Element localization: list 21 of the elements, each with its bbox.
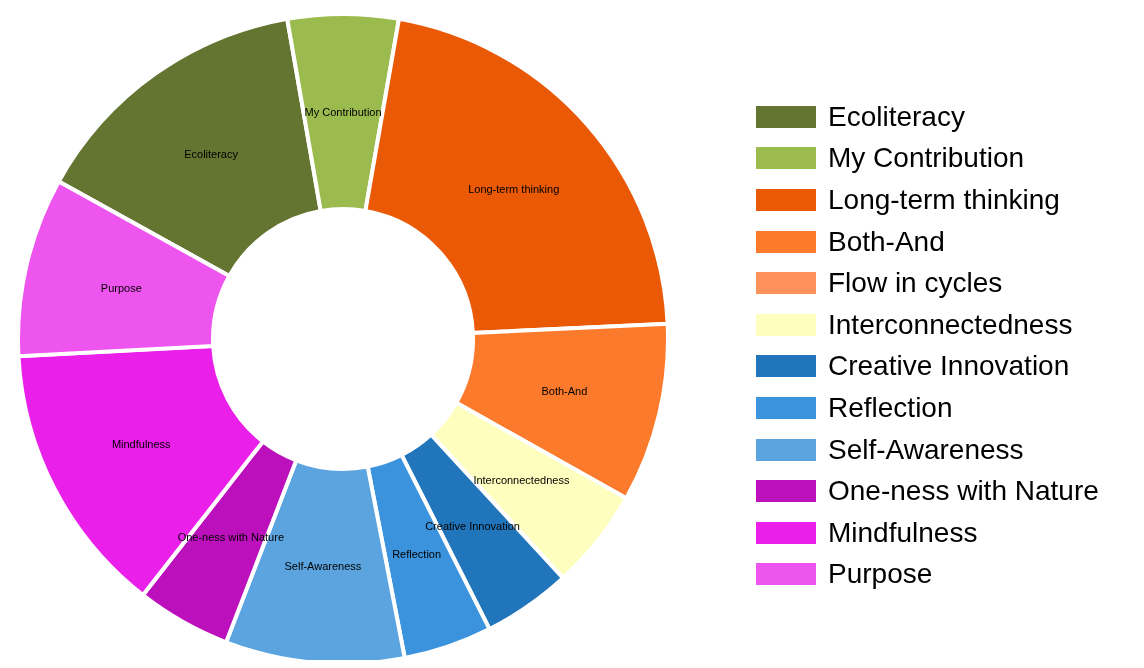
legend-label: Flow in cycles bbox=[828, 267, 1003, 300]
slice-label: Ecoliteracy bbox=[184, 147, 239, 160]
slice-label: Mindfulness bbox=[111, 438, 172, 451]
legend-label: Long-term thinking bbox=[828, 183, 1060, 216]
legend-label: Purpose bbox=[828, 558, 933, 591]
slice-label: My Contribution bbox=[304, 105, 382, 118]
legend-label: Interconnectedness bbox=[828, 308, 1073, 341]
legend-label: Mindfulness bbox=[828, 516, 978, 549]
slice-label: Interconnectedness bbox=[473, 474, 570, 487]
legend-label: One-ness with Nature bbox=[828, 475, 1099, 508]
slice-label: Long-term thinking bbox=[468, 182, 560, 195]
legend-label: Ecoliteracy bbox=[828, 100, 965, 133]
legend-label: Reflection bbox=[828, 391, 953, 424]
slice-label: Purpose bbox=[100, 281, 142, 294]
legend-label: My Contribution bbox=[828, 142, 1025, 175]
legend-label: Creative Innovation bbox=[828, 350, 1070, 383]
legend-label: Self-Awareness bbox=[828, 433, 1024, 466]
legend-label: Both-And bbox=[828, 225, 945, 258]
slice-label: Both-And bbox=[541, 385, 588, 398]
slice-label: Reflection bbox=[392, 548, 442, 561]
slice-label: Self-Awareness bbox=[284, 559, 362, 572]
